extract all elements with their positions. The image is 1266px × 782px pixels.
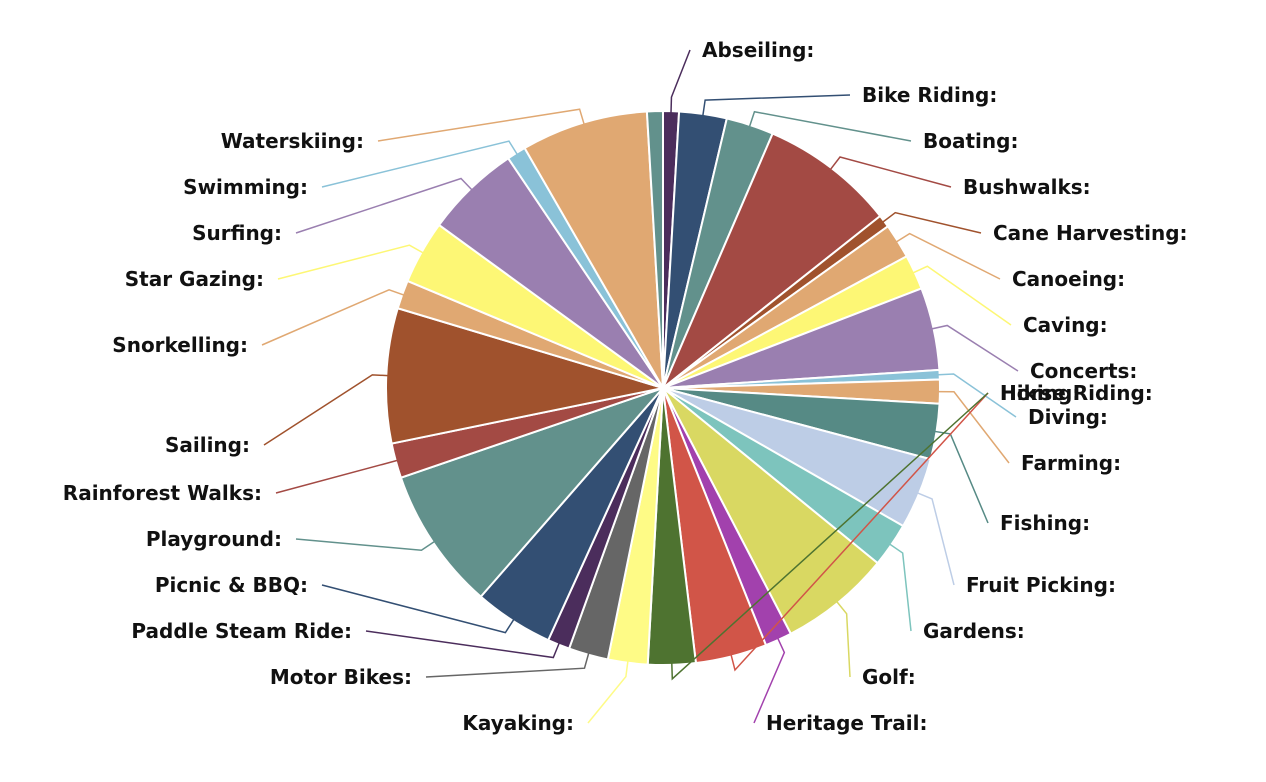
slice-label: Rainforest Walks: xyxy=(63,481,262,505)
slice-label: Bike Riding: xyxy=(862,83,997,107)
leader-line xyxy=(880,211,982,234)
leader-line xyxy=(893,232,1001,280)
slice-label: Fruit Picking: xyxy=(966,573,1116,597)
slice-label: Swimming: xyxy=(183,175,308,199)
leader-line xyxy=(321,584,516,634)
slice-label: Canoeing: xyxy=(1012,267,1125,291)
leader-line xyxy=(425,650,591,678)
slice-label: Bushwalks: xyxy=(963,175,1091,199)
slice-label: Caving: xyxy=(1023,313,1108,337)
slice-label: Paddle Steam Ride: xyxy=(131,619,352,643)
slice-label: Gardens: xyxy=(923,619,1025,643)
slice-label: Waterskiing: xyxy=(221,129,364,153)
leader-line xyxy=(365,630,561,659)
slice-label: Playground: xyxy=(146,527,282,551)
slice-label: Abseiling: xyxy=(702,38,814,62)
pie-slice xyxy=(645,109,664,389)
leader-line xyxy=(261,288,407,346)
leader-line xyxy=(277,244,426,280)
slice-label: Kayaking: xyxy=(462,711,574,735)
leader-line xyxy=(828,156,952,188)
slice-label: Sailing: xyxy=(165,433,250,457)
leader-line xyxy=(701,94,851,118)
slice-label: Horse Riding: xyxy=(1000,381,1153,405)
leader-line xyxy=(753,635,786,724)
slice-label: Picnic & BBQ: xyxy=(155,573,308,597)
leader-line xyxy=(263,374,391,446)
leader-line xyxy=(887,542,912,632)
leader-line xyxy=(670,392,989,681)
slice-label: Concerts: xyxy=(1030,359,1137,383)
leader-line xyxy=(587,658,629,724)
leader-line xyxy=(321,140,520,188)
slice-label: Boating: xyxy=(923,129,1018,153)
slice-label: Fishing: xyxy=(1000,511,1090,535)
slice-label: Hiking: xyxy=(1000,381,1080,405)
slice-label: Star Gazing: xyxy=(125,267,264,291)
slice-label: Golf: xyxy=(862,665,916,689)
slice-label: Surfing: xyxy=(192,221,282,245)
slice-label: Cane Harvesting: xyxy=(993,221,1188,245)
leader-line xyxy=(295,538,437,552)
leader-line xyxy=(748,110,912,142)
leader-line xyxy=(834,599,851,678)
slice-label: Motor Bikes: xyxy=(270,665,412,689)
leader-line xyxy=(929,324,1019,372)
leader-line xyxy=(275,459,400,494)
slice-label: Heritage Trail: xyxy=(766,711,927,735)
leader-line xyxy=(377,108,586,142)
slice-label: Snorkelling: xyxy=(112,333,248,357)
leader-line xyxy=(935,373,1017,418)
leader-line xyxy=(935,390,1010,464)
leader-line xyxy=(295,177,475,234)
leader-line xyxy=(910,265,1012,326)
leader-line xyxy=(670,49,691,116)
leader-line xyxy=(729,392,989,672)
slice-label: Diving: xyxy=(1028,405,1108,429)
slice-label: Farming: xyxy=(1021,451,1121,475)
leader-line xyxy=(915,491,955,586)
